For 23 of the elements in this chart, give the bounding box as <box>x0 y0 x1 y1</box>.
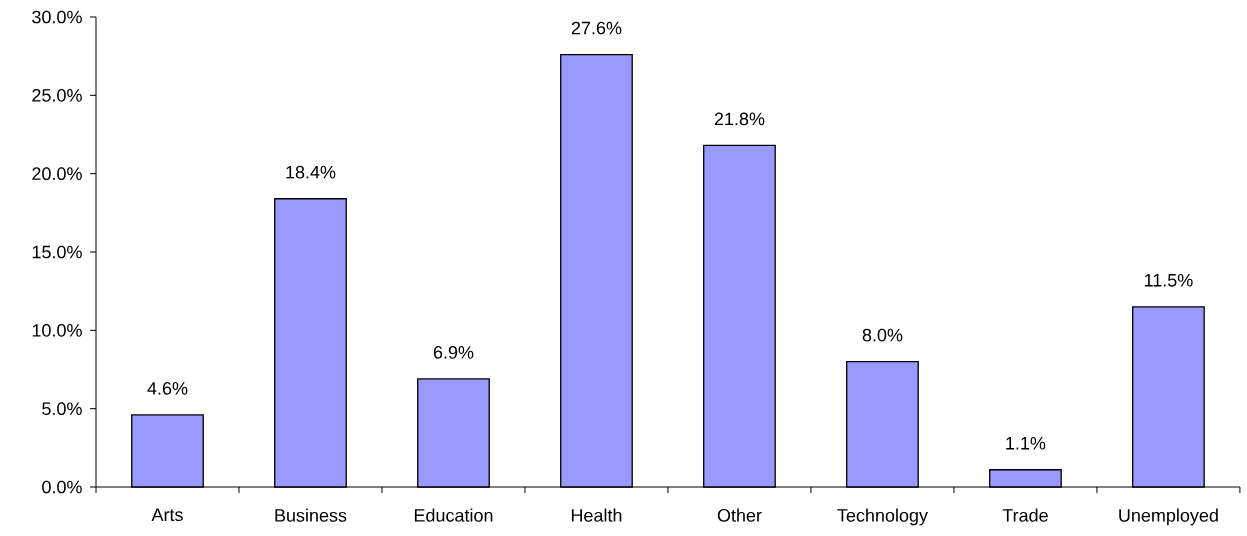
data-label: 6.9% <box>433 345 474 359</box>
x-tick-label: Business <box>275 508 347 522</box>
x-tick-label: Other <box>717 508 762 522</box>
x-tick-label: Education <box>414 508 493 522</box>
x-tick-label: Health <box>571 508 622 522</box>
data-label: 21.8% <box>714 112 765 126</box>
x-tick-label: Arts <box>151 508 183 522</box>
y-tick-label: 25.0% <box>32 88 82 102</box>
y-tick-label: 5.0% <box>42 402 82 416</box>
y-tick-label: 30.0% <box>32 10 82 24</box>
y-tick-label: 0.0% <box>42 480 82 494</box>
data-label: 27.6% <box>571 21 622 35</box>
x-tick-label: Trade <box>1002 508 1048 522</box>
x-tick-label: Unemployed <box>1119 508 1218 526</box>
data-label: 8.0% <box>862 328 903 342</box>
x-tick-label: Technology <box>837 508 928 526</box>
data-label: 11.5% <box>1144 273 1193 287</box>
data-label: 4.6% <box>147 381 188 395</box>
data-label: 18.4% <box>286 165 336 179</box>
y-tick-label: 20.0% <box>32 167 82 181</box>
y-tick-label: 10.0% <box>32 323 82 337</box>
data-label: 1.1% <box>1006 436 1046 450</box>
y-tick-label: 15.0% <box>32 245 82 259</box>
